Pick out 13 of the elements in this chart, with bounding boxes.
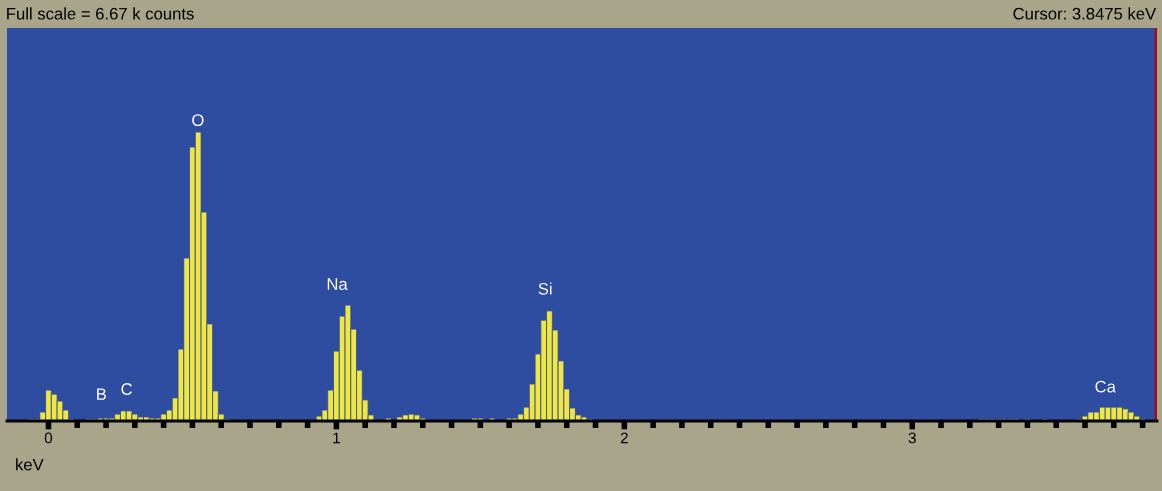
x-axis-title: keV bbox=[16, 458, 44, 471]
ref-line-label: Cursor: 3.8475 keV bbox=[1013, 7, 1157, 20]
annotation: Ca bbox=[1095, 380, 1116, 393]
x-tick-label: 1 bbox=[333, 432, 340, 444]
x-tick-label: 3 bbox=[908, 432, 916, 444]
text: O bbox=[192, 114, 204, 127]
x-tick-label: 0 bbox=[44, 432, 53, 444]
annotation: Na bbox=[327, 278, 348, 290]
annotation: C bbox=[121, 383, 132, 395]
x-tick-label: 2 bbox=[620, 432, 628, 444]
annotation: B bbox=[97, 388, 106, 400]
annotation: Si bbox=[538, 282, 552, 295]
chart-title: Full scale = 6.67 k counts bbox=[7, 7, 194, 20]
